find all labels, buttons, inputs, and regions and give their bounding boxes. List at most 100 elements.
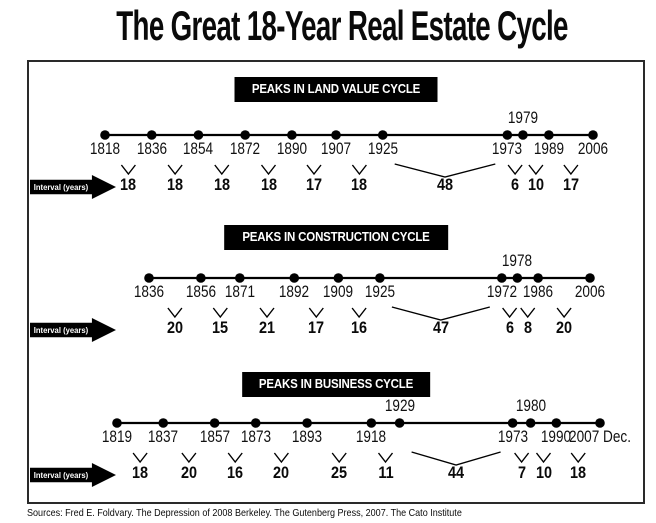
- peak-year-label: 1836: [133, 282, 165, 301]
- interval-value: 18: [132, 463, 149, 482]
- interval-value: 20: [166, 318, 183, 337]
- peak-year-label: 1979: [507, 108, 539, 127]
- peak-year-label: 1837: [148, 427, 179, 446]
- cycle-header: PEAKS IN LAND VALUE CYCLE: [234, 77, 438, 102]
- page-title: The Great 18-Year Real Estate Cycle: [0, 2, 656, 50]
- interval-value: 10: [527, 175, 544, 194]
- interval-value: 48: [436, 175, 454, 194]
- peak-dot: [551, 418, 562, 428]
- interval-value: 8: [523, 318, 532, 337]
- peak-year-label: 1986: [522, 282, 554, 301]
- timeline-section: PEAKS IN CONSTRUCTION CYCLE 1836 1856 1871 1…: [0, 218, 656, 358]
- peak-dot: [544, 130, 554, 140]
- interval-value: 18: [351, 175, 368, 194]
- peak-year-label: 1980: [515, 396, 546, 415]
- cycle-header: PEAKS IN CONSTRUCTION CYCLE: [224, 225, 448, 250]
- peak-year-label: 1972: [486, 282, 517, 301]
- interval-value: 18: [120, 175, 137, 194]
- peak-dot: [512, 273, 523, 283]
- interval-value: 18: [260, 175, 277, 194]
- interval-chevron: [212, 307, 228, 319]
- interval-value: 15: [212, 318, 229, 337]
- interval-arrow-label: Interval (years): [33, 325, 89, 335]
- interval-chevron: [528, 164, 544, 176]
- peak-dot: [302, 418, 312, 428]
- page-title-text: The Great 18-Year Real Estate Cycle: [116, 2, 568, 49]
- peak-year-label: 1854: [183, 139, 214, 158]
- interval-chevron: [273, 452, 289, 464]
- interval-chevron: [181, 452, 197, 464]
- peak-year-label: 1925: [367, 139, 398, 158]
- peak-year-label: 1929: [384, 396, 415, 415]
- interval-wide-chevron: [394, 163, 496, 178]
- peak-dot: [585, 273, 595, 283]
- interval-chevron: [214, 164, 230, 176]
- peak-dot: [193, 130, 204, 140]
- peak-year-label: 1893: [291, 427, 323, 446]
- peak-dot: [112, 418, 122, 428]
- source-note: Sources: Fred E. Foldvary. The Depressio…: [27, 507, 462, 519]
- interval-chevron: [260, 164, 277, 176]
- peak-dot: [331, 130, 341, 140]
- peak-dot: [525, 418, 536, 428]
- peak-year-label: 2007 Dec.: [569, 427, 631, 446]
- peak-year-label: 1925: [364, 282, 396, 301]
- interval-value: 25: [331, 463, 348, 482]
- peak-dot: [333, 273, 344, 283]
- peak-year-label: 1873: [240, 427, 271, 446]
- interval-chevron: [351, 164, 367, 176]
- interval-value: 7: [517, 463, 526, 482]
- peak-dot: [144, 273, 154, 283]
- peak-dot: [394, 418, 405, 428]
- interval-wide-chevron: [411, 451, 501, 466]
- peak-year-label: 1978: [502, 251, 533, 270]
- interval-value: 6: [511, 175, 520, 194]
- peak-dot: [209, 418, 220, 428]
- interval-chevron: [507, 164, 523, 176]
- peak-dot: [375, 273, 385, 283]
- peak-dot: [497, 273, 507, 283]
- interval-chevron: [351, 307, 367, 319]
- peak-year-label: 2006: [574, 282, 606, 301]
- interval-chevron: [306, 164, 322, 176]
- peak-dot: [250, 418, 261, 428]
- cycle-header-label: PEAKS IN BUSINESS CYCLE: [258, 377, 414, 391]
- interval-chevron: [556, 307, 572, 319]
- peak-year-label: 1918: [356, 427, 387, 446]
- peak-year-label: 1909: [323, 282, 354, 301]
- peak-dot: [234, 273, 245, 283]
- peak-year-label: 1973: [492, 139, 523, 158]
- interval-value: 17: [308, 318, 325, 337]
- peak-dot: [196, 273, 206, 283]
- peak-year-label: 1819: [101, 427, 133, 446]
- interval-value: 44: [448, 463, 465, 482]
- interval-chevron: [535, 452, 552, 464]
- peak-dot: [595, 418, 605, 428]
- peak-dot: [588, 130, 598, 140]
- interval-value: 18: [570, 463, 587, 482]
- peak-year-label: 1892: [279, 282, 310, 301]
- interval-arrow-label: Interval (years): [33, 182, 89, 192]
- interval-chevron: [570, 452, 586, 464]
- peak-year-label: 1857: [199, 427, 230, 446]
- peak-dot: [502, 130, 513, 140]
- peak-dot: [289, 273, 300, 283]
- peak-dot: [518, 130, 528, 140]
- interval-value: 47: [432, 318, 449, 337]
- peak-year-label: 1989: [533, 139, 565, 158]
- timeline-section: PEAKS IN LAND VALUE CYCLE 1818 1836 1854 187…: [0, 75, 656, 215]
- interval-value: 20: [180, 463, 197, 482]
- interval-chevron: [167, 164, 183, 176]
- interval-chevron: [331, 452, 347, 464]
- timeline-section: PEAKS IN BUSINESS CYCLE 1819 1837 1857 1873 1…: [0, 363, 656, 503]
- interval-chevron: [514, 452, 530, 464]
- peak-dot: [377, 130, 388, 140]
- peak-year-label: 1973: [497, 427, 528, 446]
- interval-value: 6: [505, 318, 514, 337]
- interval-arrow-label: Interval (years): [33, 470, 89, 480]
- peak-dot: [146, 130, 157, 140]
- peak-dot: [158, 418, 169, 428]
- timeline-svg: [144, 273, 595, 321]
- interval-value: 17: [305, 175, 323, 194]
